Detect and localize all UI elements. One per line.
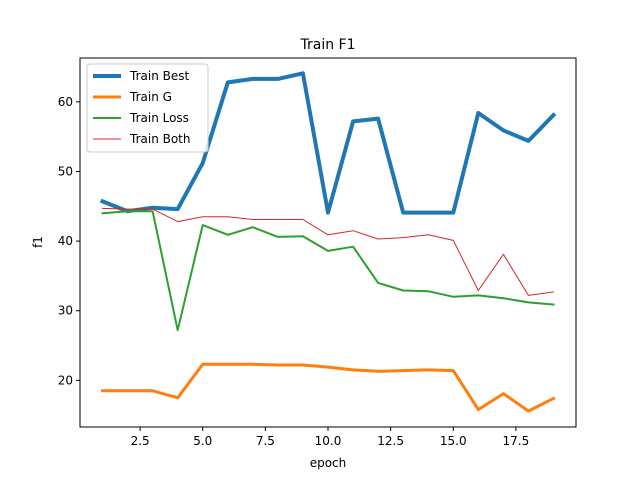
x-tick-label: 5.0 <box>193 434 212 448</box>
legend-label: Train Both <box>129 132 191 146</box>
x-tick-label: 7.5 <box>256 434 275 448</box>
series-line-4 <box>101 207 555 296</box>
legend-label: Train Best <box>129 69 189 83</box>
series-line-1 <box>99 71 557 215</box>
x-tick-label: 12.5 <box>377 434 404 448</box>
x-axis-label: epoch <box>310 456 347 470</box>
legend-label: Train G <box>129 90 172 104</box>
plot-area <box>79 57 577 428</box>
series-line-3 <box>101 210 555 332</box>
x-tick-label: 17.5 <box>503 434 530 448</box>
legend-box <box>86 63 209 153</box>
y-tick-label: 50 <box>58 164 73 178</box>
y-tick-label: 20 <box>58 373 73 387</box>
legend-label: Train Loss <box>129 111 189 125</box>
legend: Train Best Train G Train Loss Train Both <box>86 63 209 153</box>
chart-title: Train F1 <box>299 37 355 53</box>
y-tick-label: 40 <box>58 234 73 248</box>
y-axis: 20 30 40 50 60 <box>58 95 80 387</box>
x-tick-label: 15.0 <box>440 434 467 448</box>
y-axis-label: f1 <box>31 236 45 248</box>
x-axis: 2.5 5.0 7.5 10.0 12.5 15.0 17.5 <box>131 427 530 448</box>
y-tick-label: 30 <box>58 304 73 318</box>
series-line-2 <box>101 362 556 413</box>
x-tick-label: 2.5 <box>131 434 150 448</box>
y-tick-label: 60 <box>58 95 73 109</box>
x-tick-label: 10.0 <box>315 434 342 448</box>
